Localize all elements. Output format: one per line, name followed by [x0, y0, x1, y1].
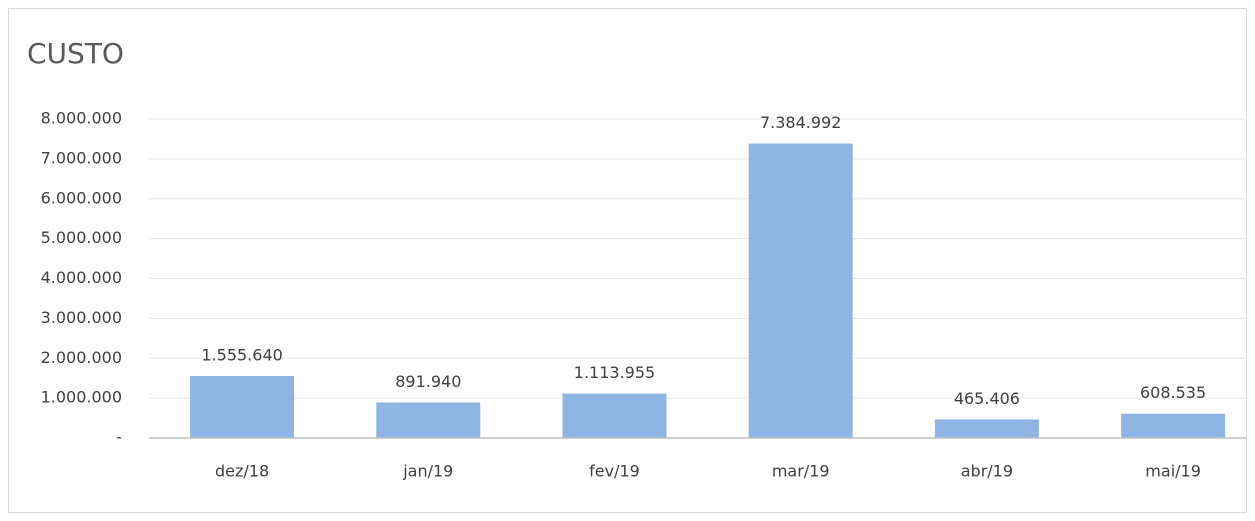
value-label: 891.940	[395, 372, 461, 391]
y-tick-label: 6.000.000	[41, 188, 122, 207]
y-tick-label: 4.000.000	[41, 268, 122, 287]
bar	[190, 375, 295, 438]
x-tick-label: abr/19	[961, 462, 1013, 481]
x-tick-label: jan/19	[402, 462, 453, 481]
value-label: 1.555.640	[201, 345, 282, 364]
value-label: 1.113.955	[574, 363, 655, 382]
x-tick-label: dez/18	[215, 462, 269, 481]
x-tick-label: mar/19	[772, 462, 830, 481]
value-label: 465.406	[954, 389, 1020, 408]
bar	[934, 419, 1039, 438]
bar	[1121, 413, 1226, 438]
y-tick-label: 3.000.000	[41, 308, 122, 327]
y-tick-label: 7.000.000	[41, 148, 122, 167]
x-tick-label: mai/19	[1145, 462, 1201, 481]
y-tick-label: 8.000.000	[41, 109, 122, 128]
x-tick-label: fev/19	[589, 462, 640, 481]
y-tick-label: 1.000.000	[41, 388, 122, 407]
bar	[562, 393, 667, 438]
y-tick-label: 2.000.000	[41, 348, 122, 367]
value-label: 7.384.992	[760, 113, 841, 132]
bar	[376, 402, 481, 438]
bar	[748, 143, 853, 438]
chart-title: CUSTO	[27, 37, 124, 70]
y-tick-label: 5.000.000	[41, 228, 122, 247]
value-label: 608.535	[1140, 383, 1206, 402]
y-tick-label: -	[116, 428, 122, 447]
